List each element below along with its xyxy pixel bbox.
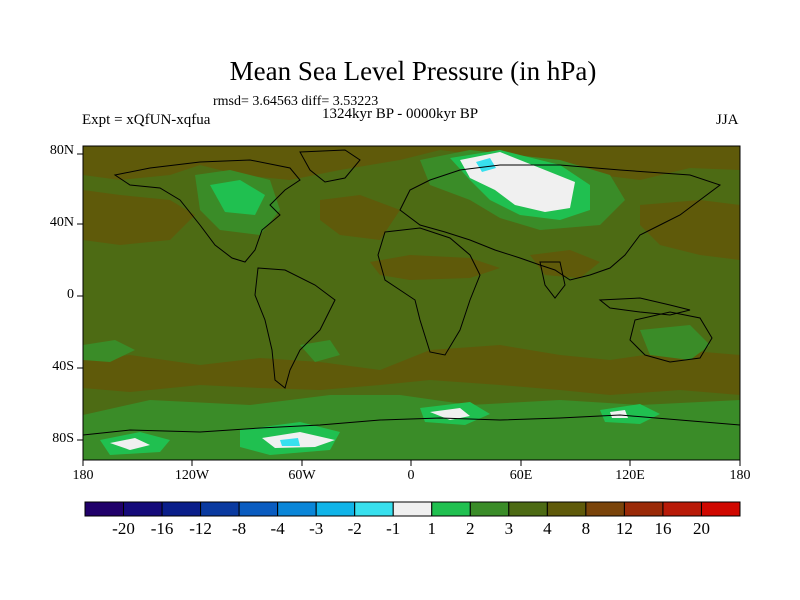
- colorbar-swatch: [123, 501, 163, 517]
- rmsd-diff-stats: rmsd= 3.64563 diff= 3.53223: [213, 94, 379, 109]
- coast-india: [539, 261, 566, 299]
- lon-ticks: [82, 460, 741, 466]
- green-region-southpacific: [83, 340, 135, 362]
- colorbar-swatch: [315, 501, 356, 517]
- white-region-antarctic-west: [110, 438, 150, 450]
- colorbar-swatch: [277, 501, 317, 517]
- coast-africa: [377, 227, 481, 356]
- colorbar-swatch: [662, 501, 702, 517]
- season-label: JJA: [716, 112, 739, 128]
- colorbar-swatch: [700, 501, 741, 517]
- colorbar-label: -2: [347, 519, 362, 538]
- colorbar-swatch: [84, 501, 125, 517]
- coast-south-america: [254, 267, 336, 389]
- lat-label-80n: 80N: [49, 143, 74, 158]
- cyan-region-eurasia: [476, 158, 496, 172]
- colorbar-label: 1: [427, 519, 437, 538]
- colorbar-swatch: [238, 501, 279, 517]
- brown-region-sahara: [370, 255, 500, 280]
- colorbar-label: -12: [189, 519, 212, 538]
- brown-region-india: [530, 250, 600, 278]
- colorbar-label: -20: [112, 519, 135, 538]
- colorbar-swatch: [161, 501, 202, 517]
- green-region-southatlantic: [300, 340, 340, 362]
- bright-green-antarctic-east2: [600, 404, 660, 424]
- lon-label-180w: 180: [72, 468, 94, 483]
- lat-label-80s: 80S: [52, 431, 74, 446]
- colorbar-swatch: [508, 501, 548, 517]
- colorbar-label: 4: [543, 519, 552, 538]
- brown-region-npacific-east: [640, 200, 740, 260]
- brown-region-npacific: [83, 190, 195, 245]
- white-region-antarctic-east2: [610, 410, 628, 418]
- coast-antarctica: [83, 414, 740, 436]
- lon-label-60w: 60W: [288, 468, 316, 483]
- colorbar-swatch: [546, 501, 587, 517]
- coastlines: [83, 149, 740, 436]
- bright-green-northamerica: [210, 180, 265, 215]
- colorbar-swatch: [469, 501, 510, 517]
- lon-label-60e: 60E: [509, 468, 533, 483]
- coast-eurasia: [399, 164, 722, 281]
- lon-label-120e: 120E: [615, 468, 645, 483]
- colorbar-label: 2: [466, 519, 475, 538]
- colorbar-swatch: [354, 501, 394, 517]
- experiment-label: Expt = xQfUN-xqfua: [82, 112, 211, 128]
- coast-north-america: [113, 159, 301, 263]
- colorbar-label: 8: [581, 519, 591, 538]
- colorbar-label: 3: [504, 519, 514, 538]
- colorbar-label: -1: [386, 519, 401, 538]
- colorbar-label: 12: [615, 519, 633, 538]
- colorbar-swatch: [623, 501, 664, 517]
- pressure-field: [83, 146, 740, 460]
- colorbar-label: 20: [692, 519, 710, 538]
- lon-label-180e: 180: [729, 468, 751, 483]
- coast-indonesia: [598, 297, 691, 316]
- lon-label-0: 0: [407, 468, 415, 483]
- period-label: 1324kyr BP - 0000kyr BP: [322, 106, 479, 122]
- lat-label-40s: 40S: [52, 359, 74, 374]
- colorbar-label: -4: [270, 519, 285, 538]
- lat-label-0: 0: [67, 287, 74, 302]
- colorbar-label: 16: [654, 519, 672, 538]
- brown-region-natlantic: [320, 195, 400, 240]
- colorbar-swatch: [585, 501, 625, 517]
- brown-region-south: [83, 345, 740, 395]
- lon-label-120w: 120W: [174, 468, 210, 483]
- green-region-australia: [640, 325, 710, 360]
- cyan-region-antarctic: [280, 438, 300, 446]
- colorbar-swatch: [431, 501, 471, 517]
- colorbar-swatch: [392, 501, 433, 517]
- colorbar-label: -3: [309, 519, 324, 538]
- lat-label-40n: 40N: [49, 215, 74, 230]
- colorbar-label: -8: [232, 519, 247, 538]
- coast-australia: [629, 311, 713, 363]
- colorbar-label: -16: [150, 519, 174, 538]
- lat-ticks: [77, 153, 83, 441]
- white-region-antarctic-east: [430, 408, 470, 420]
- coast-greenland: [299, 149, 361, 183]
- chart-title: Mean Sea Level Pressure (in hPa): [229, 56, 597, 86]
- brown-region-north: [83, 146, 740, 180]
- colorbar-swatch: [200, 501, 240, 517]
